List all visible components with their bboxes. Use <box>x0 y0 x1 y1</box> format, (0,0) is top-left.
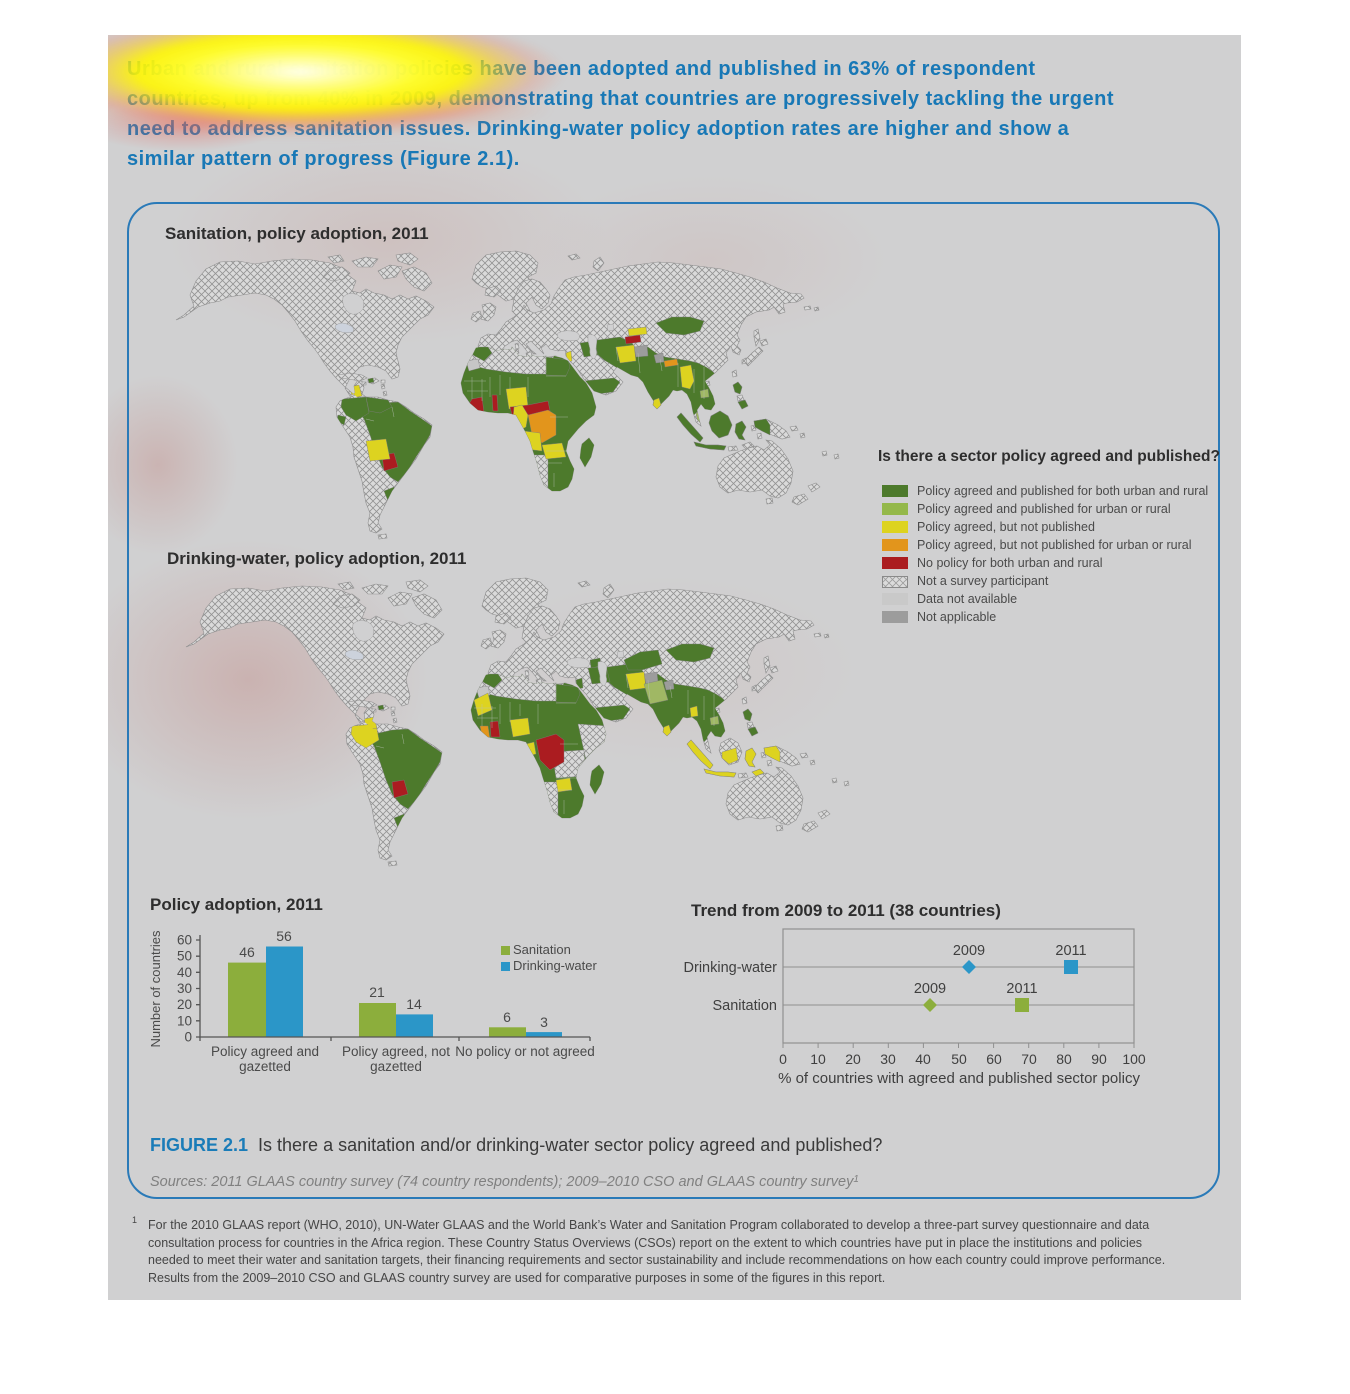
svg-text:gazetted: gazetted <box>239 1059 291 1074</box>
svg-text:2011: 2011 <box>1055 943 1086 959</box>
svg-text:Number of countries: Number of countries <box>148 930 163 1048</box>
svg-text:40: 40 <box>177 965 192 980</box>
svg-text:30: 30 <box>880 1051 896 1067</box>
svg-text:50: 50 <box>951 1051 967 1067</box>
svg-text:2009: 2009 <box>914 981 946 997</box>
svg-text:90: 90 <box>1091 1051 1107 1067</box>
svg-text:20: 20 <box>845 1051 861 1067</box>
svg-text:Sanitation: Sanitation <box>713 998 778 1014</box>
svg-text:60: 60 <box>986 1051 1002 1067</box>
svg-text:20: 20 <box>177 997 192 1012</box>
svg-text:14: 14 <box>406 996 422 1012</box>
svg-text:Policy agreed, not: Policy agreed, not <box>342 1044 450 1059</box>
svg-text:% of countries with agreed and: % of countries with agreed and published… <box>778 1070 1140 1087</box>
svg-text:Policy agreed and: Policy agreed and <box>211 1044 319 1059</box>
svg-text:50: 50 <box>177 949 192 964</box>
svg-text:40: 40 <box>915 1051 931 1067</box>
svg-text:3: 3 <box>540 1014 548 1030</box>
svg-text:Drinking-water: Drinking-water <box>513 958 597 973</box>
svg-text:60: 60 <box>177 933 192 948</box>
svg-text:10: 10 <box>810 1051 826 1067</box>
svg-text:30: 30 <box>177 981 192 996</box>
svg-text:No policy or not agreed: No policy or not agreed <box>455 1044 595 1059</box>
svg-text:10: 10 <box>177 1013 192 1028</box>
svg-text:21: 21 <box>369 984 385 1000</box>
svg-text:gazetted: gazetted <box>370 1059 422 1074</box>
svg-text:Sanitation: Sanitation <box>513 942 571 957</box>
svg-text:0: 0 <box>184 1030 192 1045</box>
svg-text:6: 6 <box>503 1009 511 1025</box>
svg-text:70: 70 <box>1021 1051 1037 1067</box>
svg-text:100: 100 <box>1122 1051 1146 1067</box>
svg-text:56: 56 <box>276 928 292 944</box>
svg-text:46: 46 <box>239 944 255 960</box>
svg-text:80: 80 <box>1056 1051 1072 1067</box>
svg-text:0: 0 <box>779 1051 787 1067</box>
svg-text:2011: 2011 <box>1006 981 1037 997</box>
svg-text:2009: 2009 <box>953 943 985 959</box>
svg-text:Drinking-water: Drinking-water <box>684 960 778 976</box>
